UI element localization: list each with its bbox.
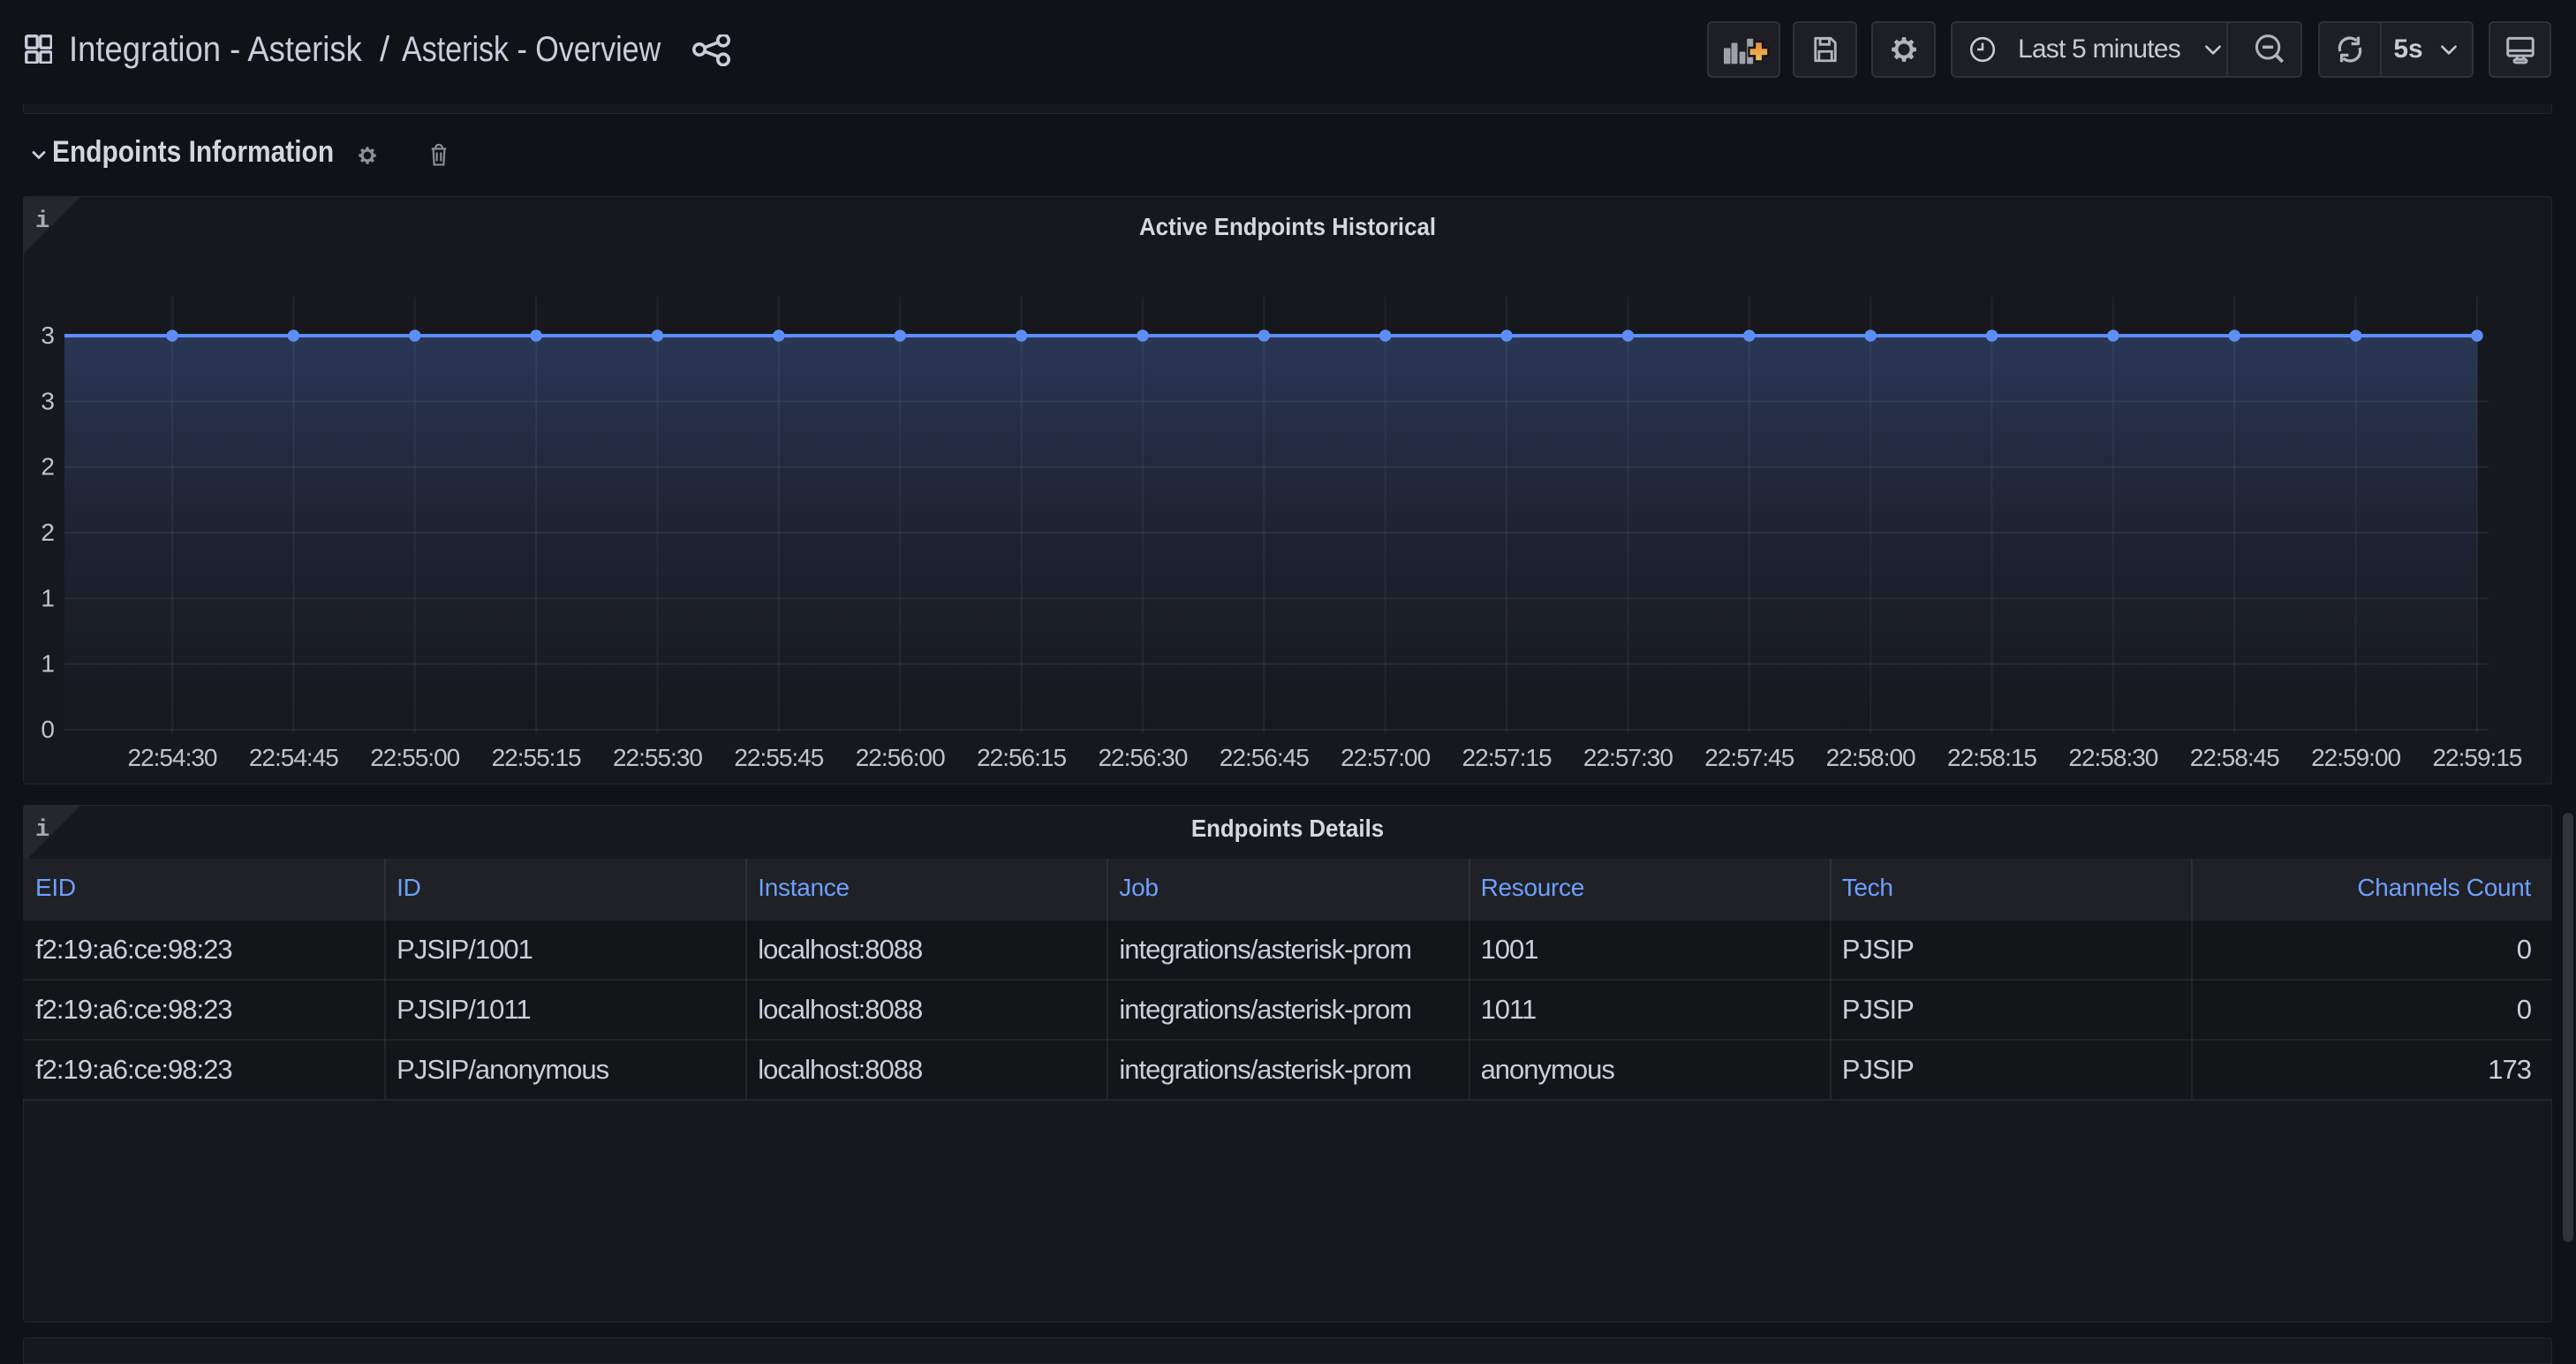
- svg-text:22:57:30: 22:57:30: [1583, 744, 1673, 771]
- svg-text:3: 3: [41, 322, 55, 349]
- svg-text:22:56:00: 22:56:00: [856, 744, 945, 771]
- svg-text:22:59:15: 22:59:15: [2432, 744, 2521, 771]
- svg-text:22:58:00: 22:58:00: [1826, 744, 1915, 771]
- svg-text:22:54:30: 22:54:30: [128, 744, 217, 771]
- svg-text:3: 3: [41, 387, 55, 414]
- svg-text:22:55:15: 22:55:15: [492, 744, 581, 771]
- svg-text:22:55:45: 22:55:45: [734, 744, 823, 771]
- svg-text:2: 2: [41, 453, 55, 481]
- svg-text:1: 1: [41, 650, 55, 678]
- svg-text:22:54:45: 22:54:45: [249, 744, 338, 771]
- svg-text:22:57:00: 22:57:00: [1341, 744, 1430, 771]
- svg-text:22:59:00: 22:59:00: [2311, 744, 2400, 771]
- svg-text:i: i: [35, 817, 49, 844]
- svg-text:22:55:30: 22:55:30: [613, 744, 702, 771]
- svg-text:2: 2: [41, 519, 55, 546]
- svg-text:22:56:30: 22:56:30: [1098, 744, 1187, 771]
- svg-text:i: i: [35, 208, 49, 235]
- svg-text:22:57:45: 22:57:45: [1704, 744, 1794, 771]
- svg-text:22:57:15: 22:57:15: [1462, 744, 1552, 771]
- svg-text:22:58:30: 22:58:30: [2068, 744, 2157, 771]
- svg-text:22:58:15: 22:58:15: [1947, 744, 2036, 771]
- svg-text:22:55:00: 22:55:00: [370, 744, 459, 771]
- svg-text:0: 0: [41, 716, 55, 743]
- svg-text:22:56:15: 22:56:15: [977, 744, 1066, 771]
- svg-text:22:58:45: 22:58:45: [2190, 744, 2279, 771]
- svg-text:22:56:45: 22:56:45: [1220, 744, 1309, 771]
- svg-text:1: 1: [41, 584, 55, 611]
